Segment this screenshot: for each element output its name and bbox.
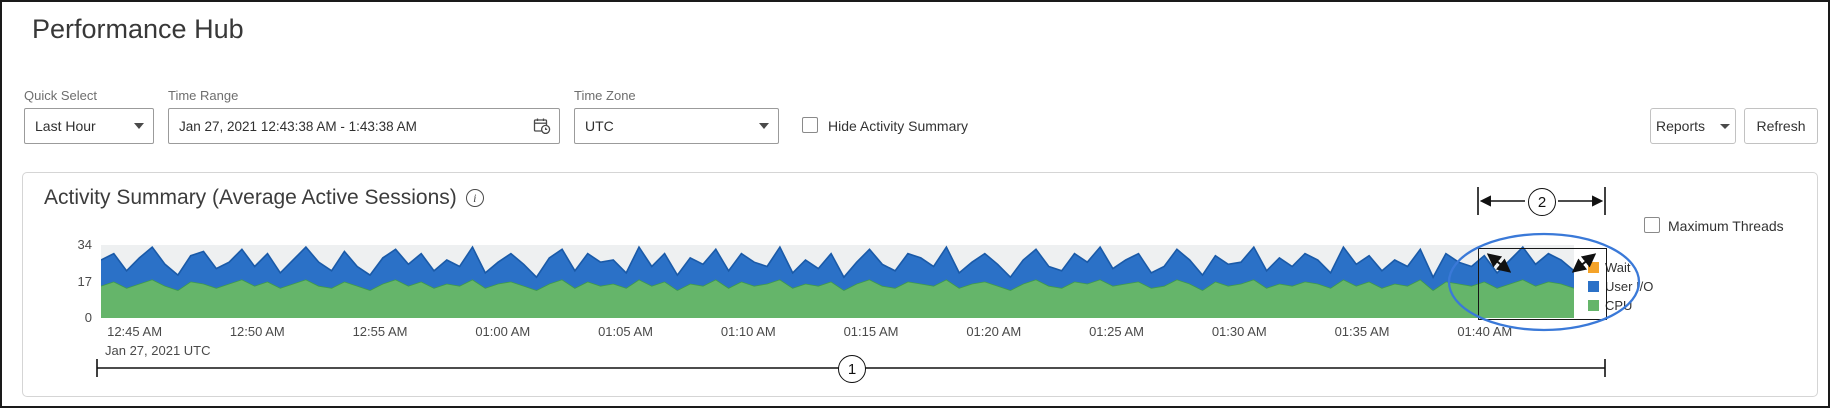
y-axis-tick-labels: 0 17 34 bbox=[54, 237, 92, 325]
time-range-value: Jan 27, 2021 12:43:38 AM - 1:43:38 AM bbox=[179, 118, 417, 134]
y-tick: 0 bbox=[84, 310, 92, 325]
x-axis-date-note: Jan 27, 2021 UTC bbox=[105, 343, 211, 358]
panel-title: Activity Summary (Average Active Session… bbox=[44, 186, 457, 209]
info-icon[interactable]: i bbox=[465, 189, 484, 207]
y-tick: 17 bbox=[77, 273, 92, 289]
x-tick: 01:40 AM bbox=[1457, 324, 1513, 339]
time-zone-label: Time Zone bbox=[574, 88, 636, 103]
legend-label: CPU bbox=[1605, 297, 1633, 313]
chevron-down-icon bbox=[1720, 123, 1731, 129]
x-tick: 01:35 AM bbox=[1334, 324, 1390, 339]
legend-label: Wait bbox=[1605, 259, 1631, 275]
x-tick: 01:10 AM bbox=[720, 324, 776, 339]
hide-activity-summary-checkbox[interactable] bbox=[802, 117, 818, 133]
quick-select-label: Quick Select bbox=[24, 88, 97, 103]
hide-activity-summary-label: Hide Activity Summary bbox=[828, 118, 969, 134]
x-tick: 12:55 AM bbox=[352, 324, 408, 339]
chevron-down-icon bbox=[134, 123, 144, 129]
refresh-button[interactable]: Refresh bbox=[1744, 108, 1818, 144]
x-tick: 01:20 AM bbox=[966, 324, 1022, 339]
quick-select-dropdown[interactable]: Last Hour bbox=[24, 108, 154, 144]
time-range-input[interactable]: Jan 27, 2021 12:43:38 AM - 1:43:38 AM bbox=[168, 108, 560, 144]
x-tick: 01:25 AM bbox=[1089, 324, 1145, 339]
time-zone-dropdown[interactable]: UTC bbox=[574, 108, 779, 144]
maximum-threads-checkbox[interactable] bbox=[1644, 217, 1660, 233]
time-range-selection[interactable] bbox=[1478, 248, 1607, 320]
reports-button[interactable]: Reports bbox=[1650, 108, 1736, 144]
activity-chart[interactable] bbox=[101, 245, 1574, 318]
x-axis-tick-labels: 12:45 AM 12:50 AM 12:55 AM 01:00 AM 01:05 AM… bbox=[101, 324, 1574, 342]
time-zone-value: UTC bbox=[585, 118, 614, 134]
y-tick: 34 bbox=[77, 237, 92, 252]
x-tick: 01:15 AM bbox=[843, 324, 899, 339]
calendar-clock-icon[interactable] bbox=[533, 117, 551, 135]
callout-1: 1 bbox=[838, 355, 866, 383]
page-title: Performance Hub bbox=[32, 14, 244, 44]
reports-button-label: Reports bbox=[1655, 118, 1706, 134]
x-tick: 01:30 AM bbox=[1211, 324, 1267, 339]
x-tick: 01:05 AM bbox=[598, 324, 654, 339]
x-tick: 12:50 AM bbox=[229, 324, 285, 339]
refresh-button-label: Refresh bbox=[1756, 118, 1806, 134]
panel-title-row: Activity Summary (Average Active Session… bbox=[44, 186, 484, 210]
chevron-down-icon bbox=[759, 123, 769, 129]
maximum-threads-label: Maximum Threads bbox=[1668, 218, 1784, 234]
legend-label: User I/O bbox=[1605, 278, 1654, 294]
quick-select-value: Last Hour bbox=[35, 118, 96, 134]
x-tick: 01:00 AM bbox=[475, 324, 531, 339]
callout-2: 2 bbox=[1528, 188, 1556, 216]
x-tick: 12:45 AM bbox=[107, 324, 163, 339]
time-range-label: Time Range bbox=[168, 88, 239, 103]
